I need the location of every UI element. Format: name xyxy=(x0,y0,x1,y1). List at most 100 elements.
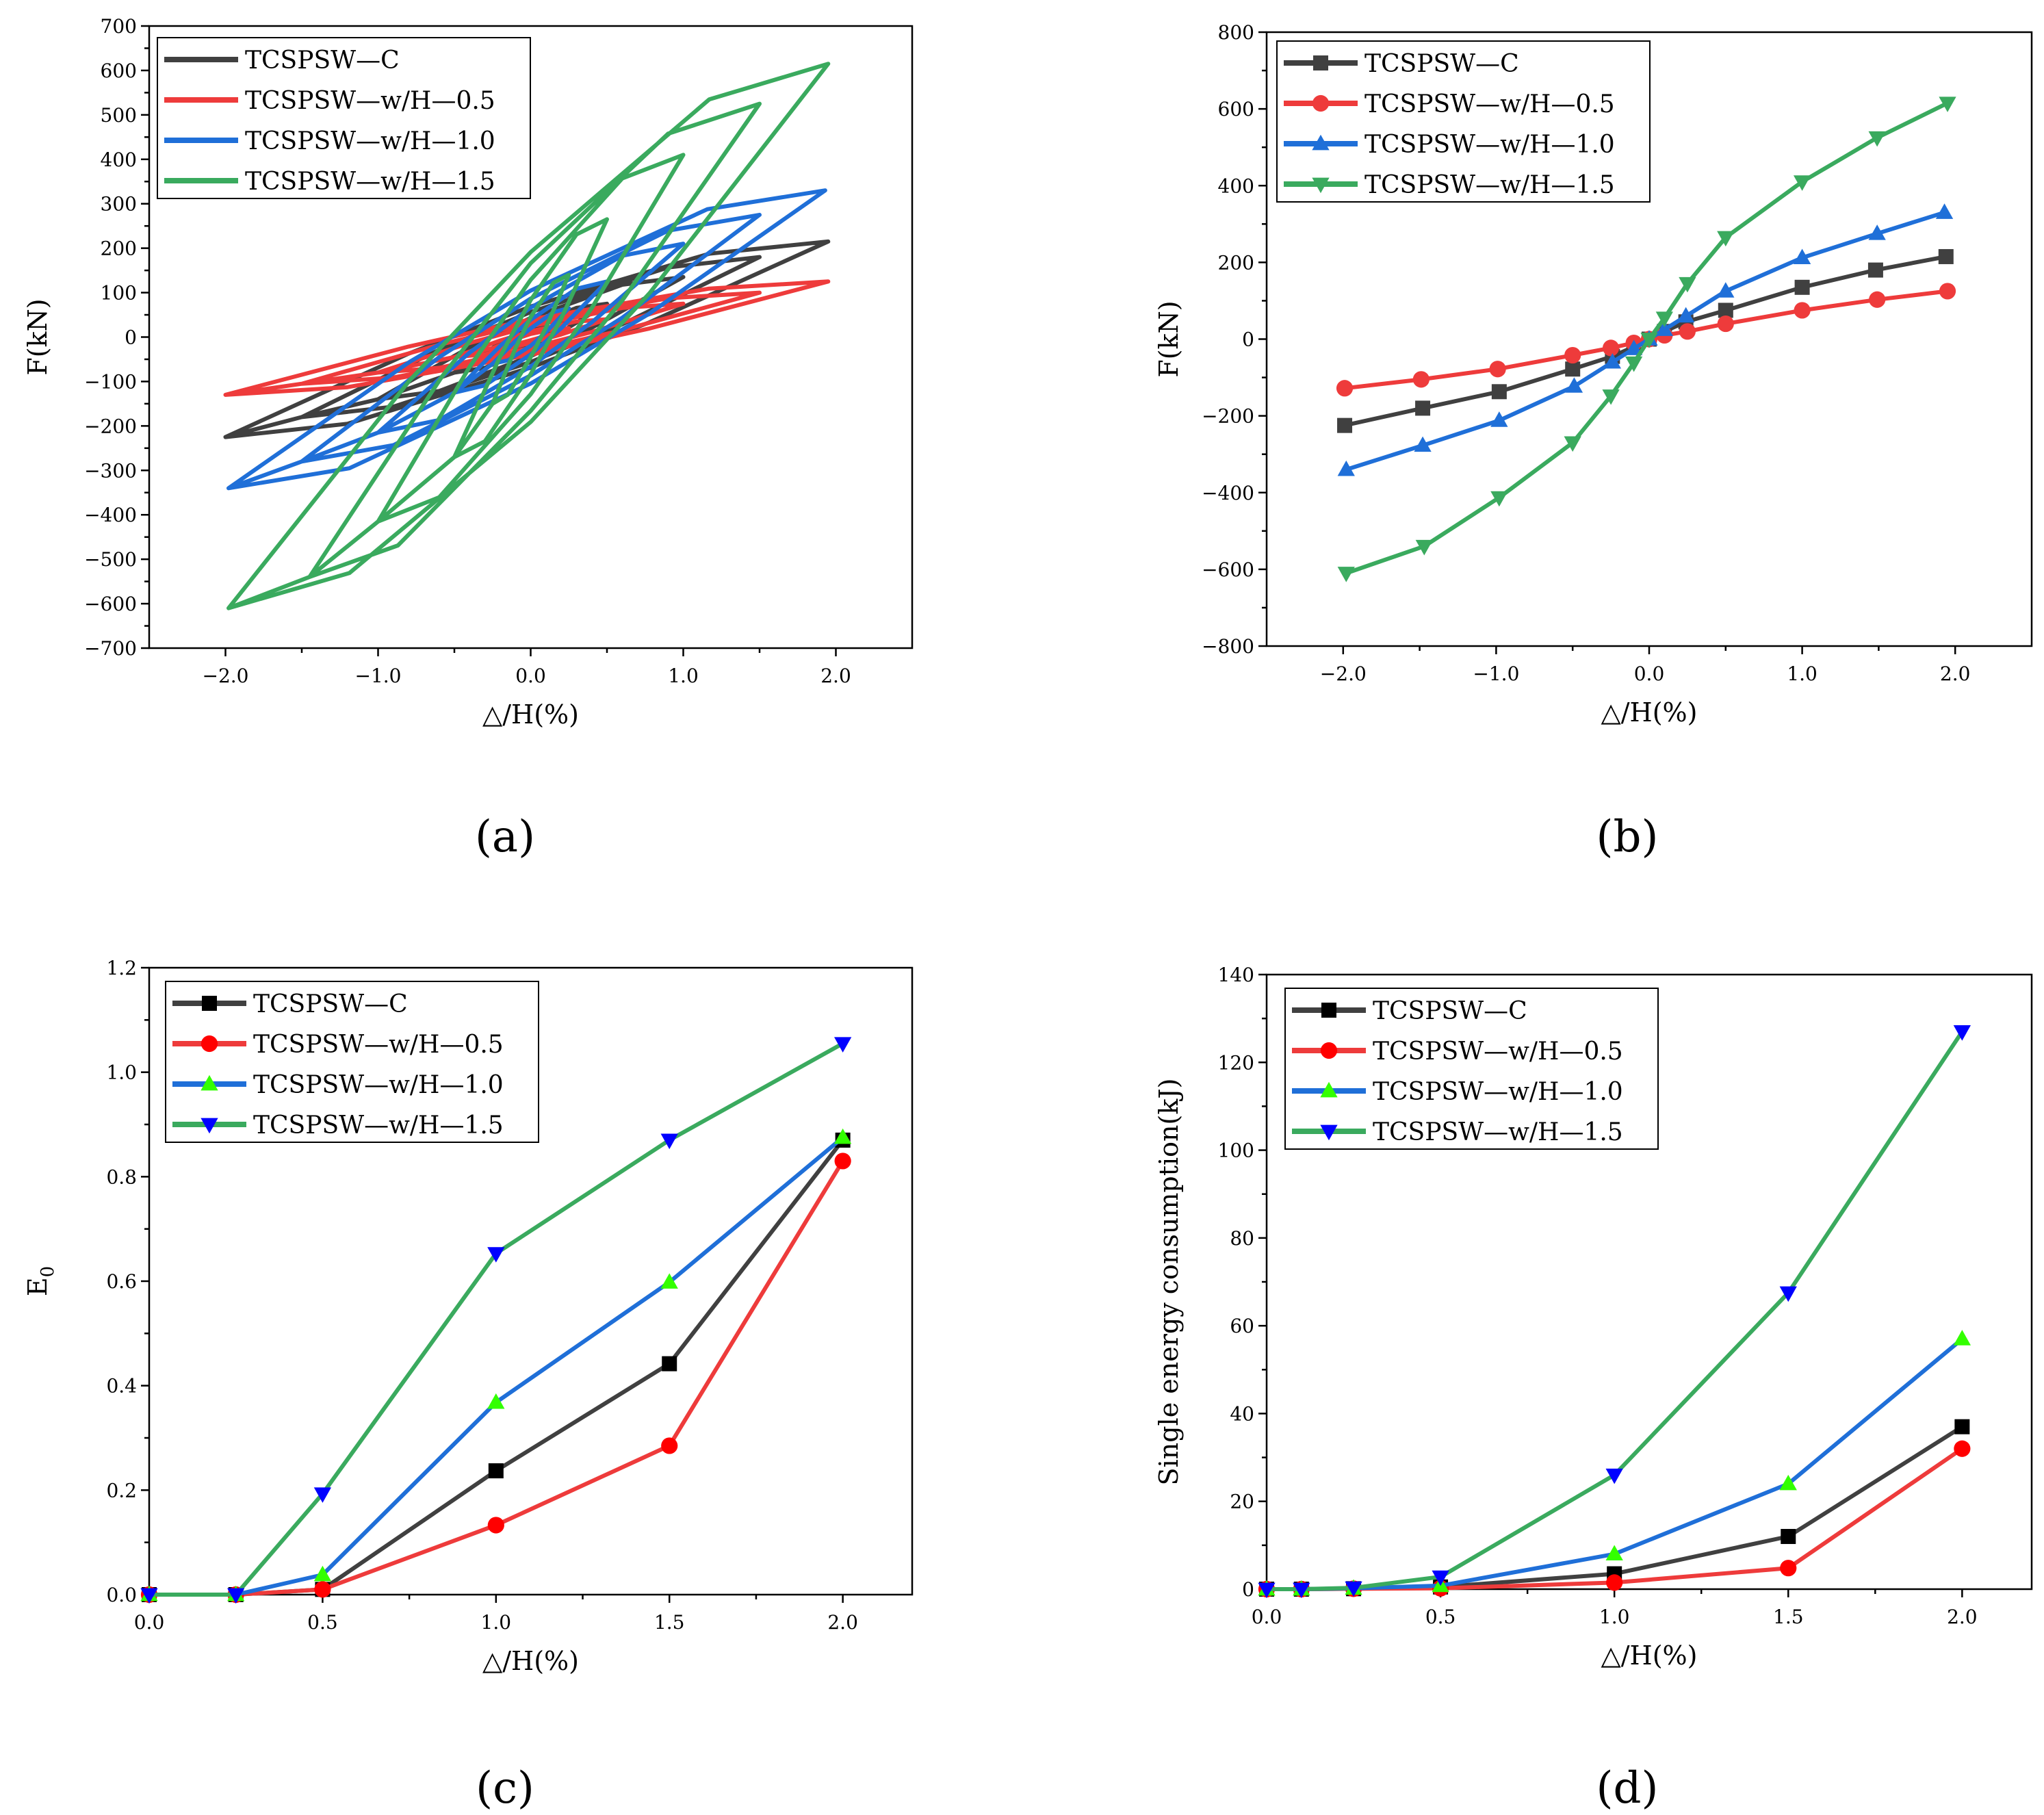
data-point xyxy=(1565,361,1581,377)
x-tick-label: 2.0 xyxy=(1940,662,1971,685)
legend-marker xyxy=(200,1118,218,1134)
legend-entry: TCSPSW—w/H—1.0 xyxy=(1364,131,1615,159)
y-tick-label: 200 xyxy=(1218,251,1254,274)
data-point xyxy=(1564,436,1581,452)
data-point xyxy=(1779,1286,1797,1302)
legend-marker xyxy=(1312,94,1330,112)
data-point xyxy=(1939,96,1956,112)
y-tick-label: 40 xyxy=(1230,1402,1254,1425)
data-point xyxy=(1258,1582,1276,1599)
y-tick-label: 0.6 xyxy=(106,1270,137,1293)
y-tick-label: 0.8 xyxy=(106,1166,137,1188)
y-tick-label: 300 xyxy=(101,193,137,216)
legend-entry: TCSPSW—w/H—0.5 xyxy=(253,1031,504,1059)
legend-marker xyxy=(1320,1042,1338,1059)
legend-box xyxy=(157,37,531,199)
x-tick-label: 1.5 xyxy=(1773,1606,1804,1628)
y-tick-label: 0.2 xyxy=(106,1479,137,1502)
legend-box xyxy=(1284,988,1659,1150)
legend-entry: TCSPSW—C xyxy=(1373,997,1527,1025)
data-point xyxy=(662,1356,677,1372)
chart-panel: 0 20 40 60 80 100 120 140 0.0 0.5 1.0 1.5 2.0 △/H(%) S… xyxy=(1154,964,2033,1814)
x-tick-label: 0.0 xyxy=(1634,662,1665,685)
data-point xyxy=(1779,1474,1797,1491)
data-point xyxy=(488,1463,504,1479)
chart-panel: 0.0 0.2 0.4 0.6 0.8 1.0 1.2 0.0 0.5 1.0 1.5 2.0 △/H(… xyxy=(23,957,914,1814)
y-axis-label-subscript: 0 xyxy=(38,1266,58,1278)
data-point xyxy=(313,1565,332,1582)
y-tick-label: 60 xyxy=(1230,1315,1254,1337)
data-point xyxy=(1490,411,1508,427)
y-tick-label: 0 xyxy=(1242,1578,1254,1601)
y-tick-label: 700 xyxy=(101,15,137,38)
data-point xyxy=(1954,1419,1970,1434)
legend-entry: TCSPSW—w/H—1.5 xyxy=(253,1111,504,1140)
data-point xyxy=(1679,323,1696,340)
data-point xyxy=(140,1588,158,1604)
data-point xyxy=(314,1581,331,1598)
x-tick-label: −2.0 xyxy=(203,665,249,687)
data-point xyxy=(1954,1440,1971,1457)
y-tick-label: 400 xyxy=(101,149,137,171)
data-point xyxy=(1491,384,1507,400)
legend-entry: TCSPSW—w/H—1.5 xyxy=(245,168,495,196)
x-tick-label: −2.0 xyxy=(1320,662,1367,685)
data-point xyxy=(1337,567,1355,582)
y-tick-label: −700 xyxy=(84,637,137,660)
y-tick-label: 1.0 xyxy=(106,1061,137,1084)
data-point xyxy=(1432,1570,1449,1586)
x-tick-label: −1.0 xyxy=(355,665,402,687)
data-point xyxy=(1794,279,1810,295)
y-tick-label: 20 xyxy=(1230,1491,1254,1513)
legend-entry: TCSPSW—w/H—1.5 xyxy=(1373,1118,1623,1146)
y-tick-label: −600 xyxy=(1202,558,1254,581)
legend-entry: TCSPSW—w/H—0.5 xyxy=(1373,1038,1623,1066)
series-line xyxy=(227,188,827,491)
y-tick-label: −400 xyxy=(1202,482,1254,504)
y-tick-label: 80 xyxy=(1230,1227,1254,1250)
legend-entry: TCSPSW—w/H—1.0 xyxy=(253,1071,504,1099)
x-tick-label: 2.0 xyxy=(827,1611,858,1634)
data-point xyxy=(1606,1574,1623,1591)
data-point xyxy=(1869,291,1886,308)
data-point xyxy=(1337,417,1353,433)
y-tick-label: 0.0 xyxy=(106,1584,137,1606)
data-point xyxy=(1605,1545,1623,1561)
y-axis-label: F(kN) xyxy=(1154,300,1184,377)
x-tick-label: 0.0 xyxy=(134,1611,165,1634)
data-point xyxy=(1679,276,1696,293)
legend-entry: TCSPSW—w/H—1.0 xyxy=(245,127,495,155)
y-tick-label: 500 xyxy=(101,104,137,127)
data-point xyxy=(660,1133,678,1150)
y-tick-label: 800 xyxy=(1218,21,1254,44)
data-point xyxy=(1718,302,1733,318)
legend-marker xyxy=(1312,177,1330,194)
data-point xyxy=(1717,231,1735,247)
data-point xyxy=(1605,1468,1623,1484)
series-line xyxy=(223,279,831,397)
data-point xyxy=(1655,311,1674,327)
data-point xyxy=(1603,352,1621,369)
data-point xyxy=(1717,282,1735,298)
y-axis-label: Single energy consumption(kJ) xyxy=(1154,1079,1184,1486)
data-point xyxy=(833,1037,852,1053)
x-tick-label: 1.0 xyxy=(1787,662,1817,685)
data-point xyxy=(1414,436,1432,452)
legend-entry: TCSPSW—w/H—1.5 xyxy=(1364,171,1615,199)
data-point xyxy=(1780,1560,1797,1577)
legend-marker xyxy=(1320,1124,1338,1141)
y-tick-label: −500 xyxy=(84,548,137,571)
data-point xyxy=(1868,224,1886,240)
y-tick-label: −600 xyxy=(84,593,137,615)
data-point xyxy=(1935,203,1954,219)
series-line xyxy=(227,62,831,610)
x-axis-label: △/H(%) xyxy=(1601,697,1698,728)
series-line xyxy=(149,1042,844,1597)
data-point xyxy=(1565,377,1583,393)
data-point xyxy=(661,1437,678,1454)
data-point xyxy=(1640,333,1658,348)
y-axis-label: F(kN) xyxy=(23,298,53,375)
legend-entry: TCSPSW—C xyxy=(1364,50,1519,78)
x-axis-label: △/H(%) xyxy=(482,699,579,730)
